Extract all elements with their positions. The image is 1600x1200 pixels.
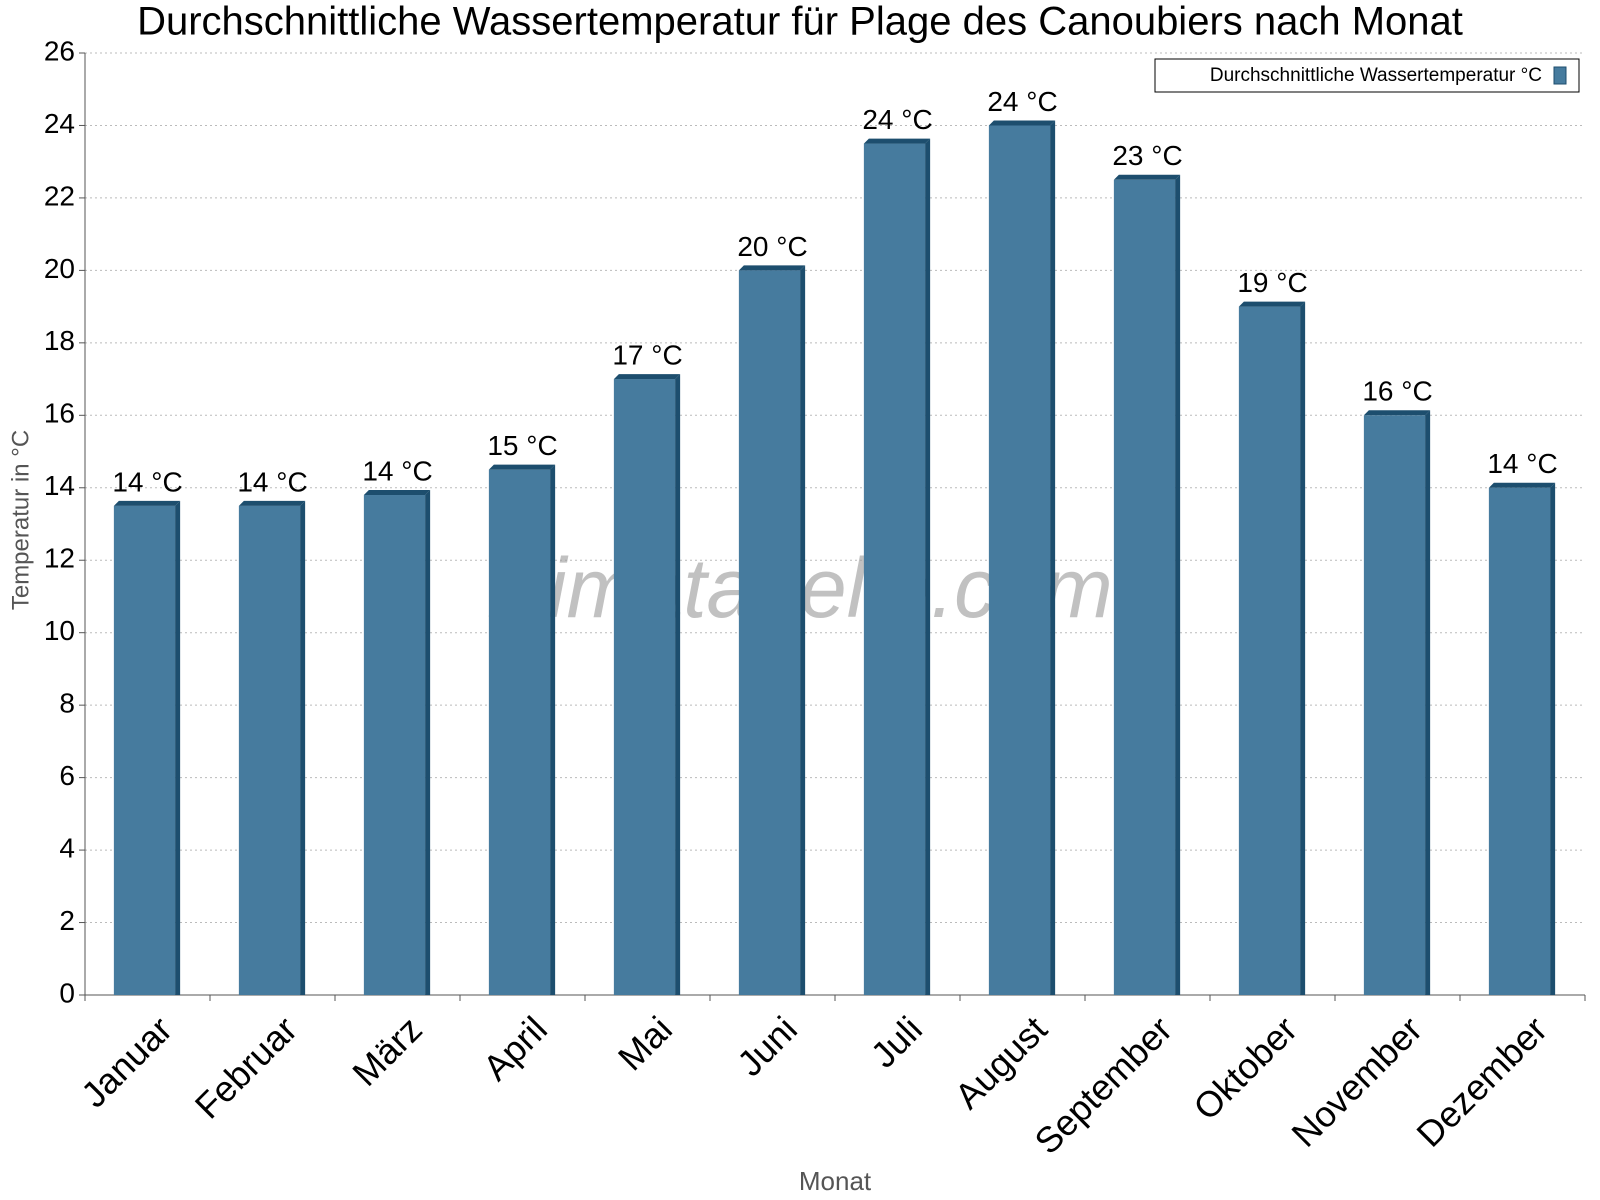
y-tick-label: 18 xyxy=(44,325,75,356)
x-tick-label: Juli xyxy=(863,1008,930,1075)
bar-side xyxy=(1425,410,1431,995)
chart-title: Durchschnittliche Wassertemperatur für P… xyxy=(137,0,1463,44)
y-tick-label: 4 xyxy=(59,832,75,863)
bar-top xyxy=(488,464,556,470)
legend: Durchschnittliche Wassertemperatur °C xyxy=(1154,58,1580,93)
x-tick-label: August xyxy=(947,1008,1055,1116)
y-tick-label: 26 xyxy=(44,35,75,66)
value-label: 14 °C xyxy=(237,466,307,497)
bar-top xyxy=(1488,482,1556,488)
y-tick-label: 8 xyxy=(59,688,75,719)
bar xyxy=(863,143,926,996)
bar xyxy=(1488,487,1551,995)
y-axis-title: Temperatur in °C xyxy=(7,430,34,610)
value-label: 17 °C xyxy=(612,339,682,370)
bar xyxy=(988,125,1051,995)
y-tick-label: 16 xyxy=(44,398,75,429)
value-label: 24 °C xyxy=(987,86,1057,117)
bar-top xyxy=(363,490,431,496)
bar-side xyxy=(800,265,806,995)
bar xyxy=(613,379,676,996)
x-tick-label: November xyxy=(1283,1008,1429,1154)
x-tick-label: Februar xyxy=(187,1008,305,1126)
bar xyxy=(1238,306,1301,996)
y-tick-label: 10 xyxy=(44,615,75,646)
bar-top xyxy=(1363,410,1431,416)
bar xyxy=(1363,415,1426,995)
x-tick-label: September xyxy=(1026,1008,1180,1162)
y-tick-label: 20 xyxy=(44,253,75,284)
x-tick-label: Dezember xyxy=(1408,1008,1554,1154)
legend-box xyxy=(1154,58,1580,93)
x-tick-label: März xyxy=(344,1008,430,1094)
bar-top xyxy=(988,120,1056,126)
bar-top xyxy=(1113,174,1181,180)
y-tick-label: 2 xyxy=(59,905,75,936)
bar-top xyxy=(1238,301,1306,307)
value-label: 14 °C xyxy=(362,455,432,486)
bar xyxy=(1113,179,1176,996)
bar xyxy=(488,469,551,996)
x-tick-label: Januar xyxy=(73,1008,180,1115)
y-tick-label: 12 xyxy=(44,543,75,574)
bar-side xyxy=(1550,482,1556,995)
legend-label: Durchschnittliche Wassertemperatur °C xyxy=(1210,65,1542,86)
bar-side xyxy=(175,500,181,995)
x-axis-title: Monat xyxy=(799,1166,872,1196)
y-tick-label: 0 xyxy=(59,977,75,1008)
value-label: 15 °C xyxy=(487,430,557,461)
value-label: 14 °C xyxy=(112,466,182,497)
x-tick-label: Mai xyxy=(610,1008,680,1078)
bar-top xyxy=(113,500,181,506)
bar xyxy=(738,270,801,995)
y-tick-label: 6 xyxy=(59,760,75,791)
value-label: 16 °C xyxy=(1362,376,1432,407)
value-label: 20 °C xyxy=(737,231,807,262)
bar-side xyxy=(925,138,931,996)
x-tick-label: Juni xyxy=(729,1008,805,1084)
value-label: 14 °C xyxy=(1487,448,1557,479)
bar-top xyxy=(738,265,806,271)
bar-side xyxy=(425,490,431,995)
bar-side xyxy=(300,500,306,995)
bar xyxy=(113,505,176,995)
x-tick-label: April xyxy=(475,1008,555,1088)
bar-top xyxy=(863,138,931,144)
bar-side xyxy=(1300,301,1306,996)
y-tick-label: 22 xyxy=(44,180,75,211)
legend-swatch xyxy=(1553,66,1567,85)
bar xyxy=(363,495,426,995)
y-tick-label: 24 xyxy=(44,108,75,139)
bar-top xyxy=(238,500,306,506)
bar-side xyxy=(1175,174,1181,996)
bar xyxy=(238,505,301,995)
bar-side xyxy=(550,464,556,996)
value-label: 23 °C xyxy=(1112,140,1182,171)
bar-side xyxy=(675,374,681,996)
value-label: 24 °C xyxy=(862,104,932,135)
y-tick-label: 14 xyxy=(44,470,75,501)
bar-top xyxy=(613,374,681,380)
value-label: 19 °C xyxy=(1237,267,1307,298)
x-tick-label: Oktober xyxy=(1185,1008,1305,1128)
bar-side xyxy=(1050,120,1056,995)
